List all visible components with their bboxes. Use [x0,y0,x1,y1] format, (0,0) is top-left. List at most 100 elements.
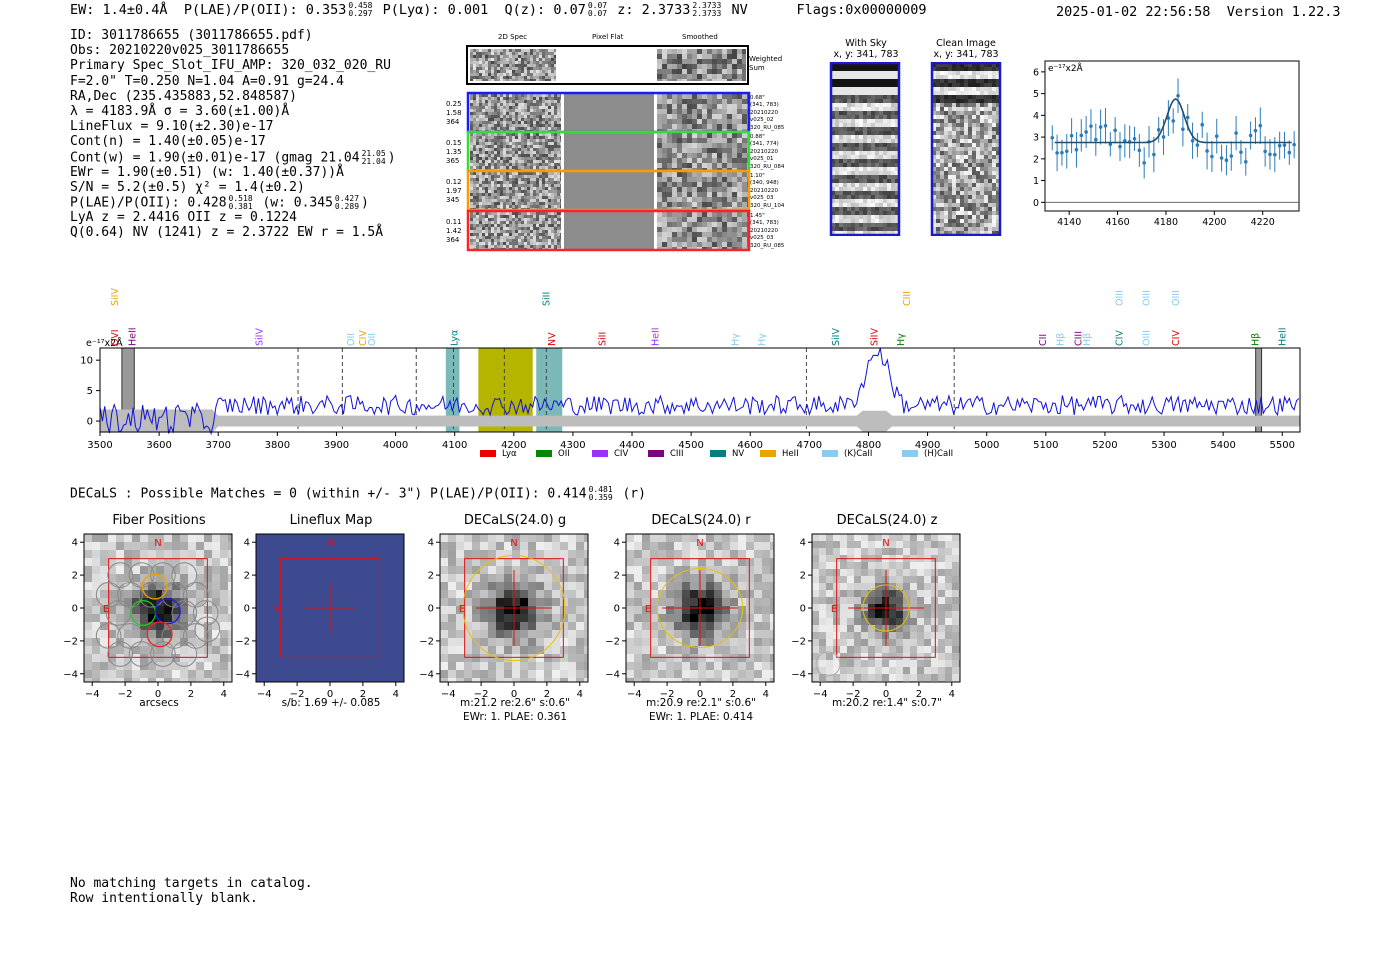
fit-point [1282,143,1287,147]
spec-x-tick-label: 3900 [324,440,349,451]
info-q: Q(0.64) NV (1241) z = 2.3722 EW r = 1.5Å [70,225,384,241]
x-tick-label: −2 [118,689,133,700]
detection-info-block: ID: 3011786655 (3011786655.pdf) Obs: 202… [70,28,396,241]
fit-point [1089,124,1093,128]
spec-line-label: Hγ [757,333,768,346]
fit-point [1108,142,1113,147]
fit-point [1142,161,1146,165]
fit-x-tick-label: 4200 [1202,217,1226,228]
x-tick-label: 2 [544,689,550,700]
row-3-pixel-flat-image [564,212,654,249]
fiber-circle-blue [154,598,181,625]
with-sky-xy: x, y: 341, 783 [833,49,899,60]
fit-point [1181,127,1185,132]
col-header-2d-spec: 2D Spec [498,33,528,41]
row-1-2d-spec-image [470,133,561,170]
spec-line-label: CIII [902,291,913,306]
panel-caption-1: s/b: 1.69 +/- 0.085 [281,697,381,709]
spec-line-label: Hγ [730,333,741,346]
y-tick-label: 4 [428,538,434,549]
spec-line-label: CIV [1115,330,1126,346]
spec-x-tick-label: 5200 [1092,440,1117,451]
info-radec: RA,Dec (235.435883,52.848587) [70,88,297,104]
fit-point [1273,152,1277,157]
spec-line-label: OIII [1115,290,1126,306]
row-3-smoothed-image [657,212,748,249]
panel-title-3: DECaLS(24.0) r [651,513,751,528]
y-tick-label: −2 [63,636,78,647]
fit-point [1195,143,1200,147]
x-tick-label: 4 [221,689,227,700]
row-2-smoothed-image [657,172,748,209]
north-label: N [510,538,517,549]
y-tick-label: −4 [419,669,434,680]
x-tick-label: 2 [916,689,922,700]
fit-y-tick-label: 4 [1033,111,1039,122]
y-tick-label: −4 [791,669,806,680]
y-tick-label: −2 [605,636,620,647]
row-1-pixel-flat-image [564,133,654,170]
fiber-circle [95,582,122,608]
fit-point [1069,133,1074,138]
fit-data-points [1050,78,1296,179]
fit-point [1219,156,1224,160]
legend-swatch [648,450,664,457]
fit-point [1055,151,1059,155]
legend-swatch [536,450,552,457]
fit-point [1229,154,1234,158]
fit-axes-frame [1044,60,1300,212]
fiber-circle [194,616,221,643]
fiber-circle [161,582,188,608]
fit-x-tick-label: 4180 [1154,217,1178,228]
legend-label: CIII [670,449,683,459]
row-0-2d-spec-image [470,94,561,131]
fit-point [1094,137,1098,142]
fit-point [1060,150,1064,155]
plae-w-hi: 0.427 [334,194,360,204]
aperture-box [108,558,208,658]
fit-unit-label: e⁻¹⁷x2Å [1048,62,1084,74]
galaxy-ellipse [862,584,910,632]
row-3-left-values: 0.11 1.42 364 [446,218,462,244]
x-tick-label: 4 [393,689,399,700]
header-qz-lo: 0.07 [587,9,608,18]
fit-point [1200,122,1205,127]
y-tick-label: 2 [428,571,434,582]
spec-line-label: Lyα [450,330,461,346]
spec-line-label: OIII [1141,290,1152,306]
legend-label: NV [732,449,744,459]
fit-x-tick-label: 4140 [1057,217,1081,228]
spec-line-label: OII [367,333,378,346]
fit-point [1137,148,1142,153]
legend-swatch [760,450,776,457]
spec-x-tick-label: 4400 [619,440,644,451]
fiber-circle-orange [141,573,168,600]
plae-w-lo: 0.289 [334,202,360,212]
fit-y-tick-label: 3 [1033,133,1039,144]
fit-point [1287,150,1292,155]
spec-line-label: SiII [541,292,552,306]
spec-x-tick-label: 4100 [442,440,467,451]
x-tick-label: 2 [188,689,194,700]
header-z: z: 2.3733 [617,2,691,18]
fit-point [1205,149,1209,153]
spec-x-tick-label: 4000 [383,440,408,451]
x-tick-label: 0 [155,689,161,700]
info-fiber: F=2.0" T=0.250 N=1.04 A=0.91 g=24.4 [70,73,344,89]
spec-line-label: CIV [358,330,369,346]
decals-summary: DECaLS : Possible Matches = 0 (within +/… [70,485,646,502]
spec-line-label: HeII [128,327,139,346]
fiber-circle [171,600,198,626]
row-0-right-values: 0.68" (341, 783) 20210220 v025_02 320_RU_085 [750,95,785,131]
x-tick-label: 2 [730,689,736,700]
clean-image [930,62,1002,236]
spec-line-label: OII [346,333,357,346]
info-obs: Obs: 20210220v025_3011786655 [70,43,290,59]
spec-line-label: HeII [1277,327,1288,346]
aperture-box [836,558,936,658]
row-0-left-values: 0.25 1.58 364 [446,100,462,126]
fiber-circle [117,623,143,649]
y-tick-label: 4 [614,538,620,549]
y-tick-label: −4 [235,669,250,680]
info-lya: LyA z = 2.4416 OII z = 0.1224 [70,210,297,226]
